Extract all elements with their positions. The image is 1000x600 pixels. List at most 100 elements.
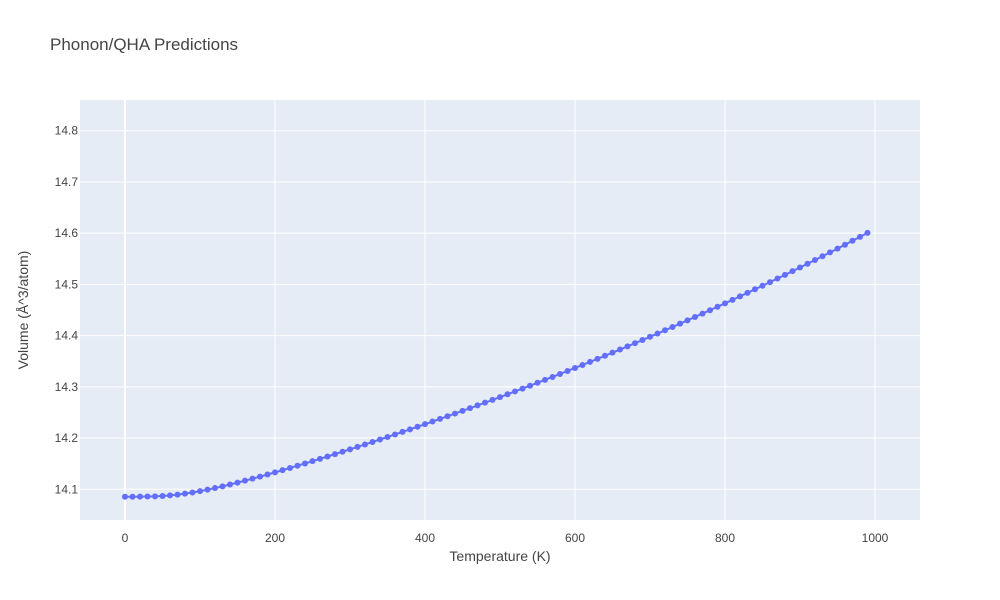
data-point	[647, 333, 653, 340]
data-point	[264, 471, 271, 478]
data-point	[549, 373, 556, 380]
data-point	[354, 443, 361, 450]
data-point	[512, 388, 518, 395]
data-point	[482, 399, 488, 406]
x-tick-label: 1000	[862, 531, 889, 545]
data-point	[234, 479, 241, 486]
x-tick-label: 200	[265, 531, 285, 545]
data-point	[129, 493, 136, 500]
x-tick-label: 800	[715, 531, 735, 545]
data-point	[197, 488, 203, 495]
y-tick-label: 14.6	[55, 226, 79, 240]
data-point	[279, 467, 286, 474]
data-point	[384, 433, 391, 440]
data-point	[489, 396, 496, 403]
data-point	[707, 307, 713, 314]
data-point	[302, 460, 308, 467]
data-point	[579, 361, 586, 368]
y-axis-title: Volume (Å^3/atom)	[15, 251, 31, 370]
x-tick-labels: 0 200 400 600 800 1000	[122, 531, 889, 545]
data-point	[399, 428, 406, 435]
data-point	[729, 296, 736, 303]
data-point	[857, 233, 863, 240]
x-axis-title: Temperature (K)	[449, 548, 550, 564]
series-line	[125, 232, 868, 498]
data-point	[159, 492, 166, 499]
data-point	[714, 303, 721, 310]
data-point	[287, 464, 293, 471]
data-point	[587, 358, 593, 365]
data-point	[444, 413, 451, 420]
data-point	[422, 421, 428, 428]
data-point	[737, 293, 743, 300]
data-point	[834, 245, 841, 252]
data-point	[519, 385, 526, 392]
data-point	[182, 490, 188, 497]
data-point	[789, 268, 796, 275]
data-point	[722, 300, 728, 307]
series-points	[122, 229, 871, 500]
data-point	[602, 352, 608, 359]
data-point	[677, 320, 683, 327]
data-point	[309, 458, 316, 465]
data-point	[632, 340, 638, 347]
data-point	[692, 313, 698, 320]
data-point	[819, 253, 826, 260]
data-point	[122, 493, 128, 500]
data-point	[339, 448, 346, 455]
data-point	[497, 394, 503, 401]
data-point	[752, 286, 758, 293]
data-point	[804, 260, 811, 267]
data-point	[782, 271, 788, 278]
data-point	[407, 426, 413, 433]
data-point	[144, 493, 151, 500]
y-tick-labels: 14.1 14.2 14.3 14.4 14.5 14.6 14.7 14.8	[55, 124, 79, 497]
grid-lines	[80, 100, 920, 520]
data-point	[294, 462, 301, 469]
data-point	[467, 405, 473, 412]
data-point	[774, 275, 781, 282]
data-point	[249, 475, 256, 482]
x-tick-label: 0	[122, 531, 129, 545]
data-point	[557, 370, 563, 377]
data-point	[572, 364, 578, 371]
data-point	[242, 477, 248, 484]
data-point	[347, 446, 353, 453]
data-point	[152, 493, 158, 500]
x-tick-label: 400	[415, 531, 435, 545]
data-point	[474, 402, 481, 409]
data-point	[684, 317, 691, 324]
data-point	[332, 451, 338, 458]
y-tick-label: 14.1	[55, 482, 79, 496]
data-point	[272, 469, 278, 476]
chart-title: Phonon/QHA Predictions	[50, 35, 238, 54]
data-point	[662, 327, 668, 334]
data-point	[167, 492, 173, 499]
data-point	[534, 379, 541, 386]
y-tick-label: 14.8	[55, 124, 79, 138]
data-point	[699, 310, 706, 317]
data-point	[257, 473, 263, 480]
data-point	[317, 455, 323, 462]
data-point	[227, 481, 233, 488]
data-point	[174, 491, 181, 498]
data-point	[212, 485, 218, 492]
data-point	[797, 264, 803, 271]
data-point	[594, 355, 601, 362]
data-point	[459, 407, 466, 414]
data-point	[452, 410, 458, 417]
data-point	[564, 368, 571, 375]
data-point	[504, 391, 511, 398]
data-point	[437, 415, 443, 422]
data-point	[204, 486, 211, 493]
y-tick-label: 14.7	[55, 175, 79, 189]
data-point	[767, 279, 773, 286]
data-point	[639, 337, 646, 344]
data-point	[137, 493, 143, 500]
y-tick-label: 14.4	[55, 329, 79, 343]
data-point	[849, 237, 856, 244]
data-point	[654, 330, 661, 337]
data-point	[377, 436, 383, 443]
data-point	[617, 346, 623, 353]
